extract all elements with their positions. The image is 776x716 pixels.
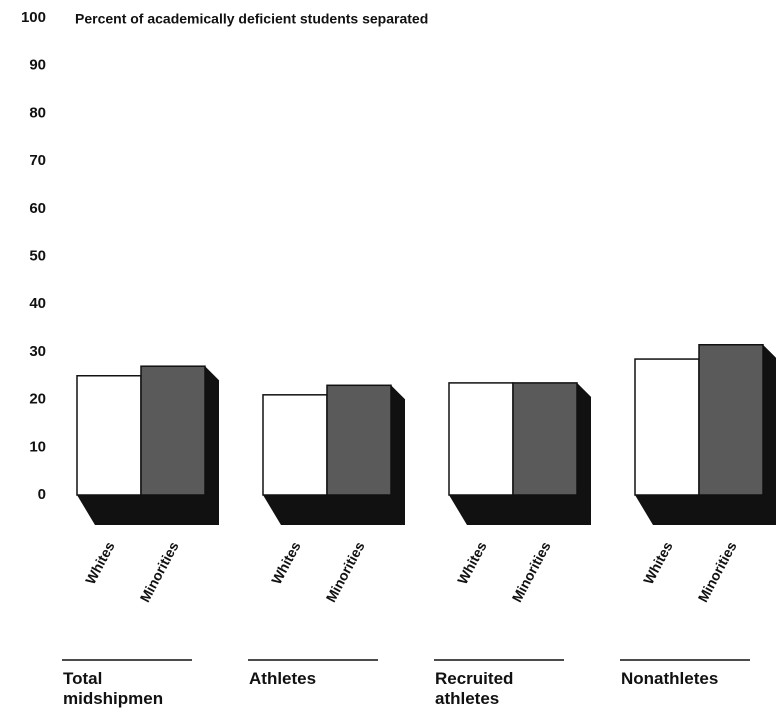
bar-label: Whites bbox=[454, 539, 490, 587]
bar-label: Whites bbox=[82, 539, 118, 587]
bar bbox=[448, 382, 514, 496]
bar-base bbox=[449, 495, 591, 525]
bar-base bbox=[77, 495, 219, 525]
bar-side bbox=[205, 366, 219, 525]
y-tick-label: 40 bbox=[29, 295, 46, 312]
bar-label: Minorities bbox=[322, 539, 367, 605]
y-tick-label: 60 bbox=[29, 200, 46, 217]
y-tick-label: 80 bbox=[29, 104, 46, 121]
y-tick-label: 70 bbox=[29, 152, 46, 169]
chart-title: Percent of academically deficient studen… bbox=[75, 11, 428, 27]
group-label: Total midshipmen bbox=[63, 669, 163, 708]
bar-label: Minorities bbox=[136, 539, 181, 605]
bar-label: Minorities bbox=[508, 539, 553, 605]
group-label-line: Recruited bbox=[435, 669, 513, 688]
group-label-line: midshipmen bbox=[63, 689, 163, 708]
bar bbox=[262, 394, 328, 496]
y-tick-label: 20 bbox=[29, 391, 46, 408]
group-label: Athletes bbox=[249, 669, 316, 688]
bar-side bbox=[763, 344, 776, 523]
y-tick-label: 30 bbox=[29, 343, 46, 360]
bar bbox=[140, 365, 206, 496]
bar-side bbox=[391, 385, 405, 525]
bar-base bbox=[263, 495, 405, 525]
bar-side bbox=[577, 382, 591, 525]
bar bbox=[76, 375, 142, 496]
bar-label: Whites bbox=[268, 539, 304, 587]
y-tick-label: 0 bbox=[38, 486, 46, 503]
bar bbox=[698, 343, 764, 496]
y-tick-label: 90 bbox=[29, 57, 46, 74]
bar-label: Minorities bbox=[694, 539, 739, 605]
y-tick-label: 100 bbox=[21, 9, 46, 26]
y-tick-label: 10 bbox=[29, 438, 46, 455]
bar bbox=[634, 358, 700, 496]
y-tick-label: 50 bbox=[29, 247, 46, 264]
group-label: Recruited athletes bbox=[435, 669, 513, 708]
group-label: Nonathletes bbox=[621, 669, 718, 688]
bar-label: Whites bbox=[640, 539, 676, 587]
bar bbox=[326, 384, 392, 496]
bar bbox=[512, 382, 578, 496]
group-label-line: athletes bbox=[435, 689, 499, 708]
bar-base bbox=[635, 495, 776, 525]
group-label-line: Total bbox=[63, 669, 102, 688]
